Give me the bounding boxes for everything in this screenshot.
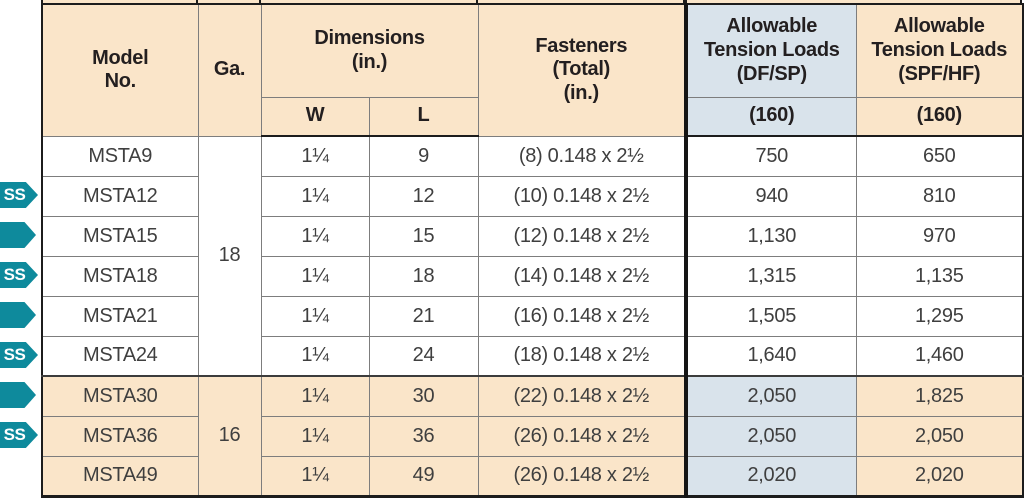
model-cell: MSTA15	[41, 215, 199, 257]
spf-load-cell: 1,135	[855, 255, 1024, 297]
w-cell: 1¼	[260, 215, 370, 257]
w-cell: 1¼	[260, 455, 370, 497]
divider	[259, 0, 261, 4]
table-row: MSTA21 1¼ 21 (16) 0.148 x 2½ 1,505 1,295	[41, 295, 1024, 337]
fasteners-cell: (8) 0.148 x 2½	[477, 135, 687, 177]
header-spf-160: (160)	[855, 96, 1024, 137]
divider	[41, 0, 43, 4]
ss-badge: SS	[0, 420, 41, 450]
fasteners-cell: (26) 0.148 x 2½	[477, 415, 687, 457]
ss-badge: SS	[0, 340, 41, 370]
fasteners-cell: (26) 0.148 x 2½	[477, 455, 687, 497]
l-cell: 49	[368, 455, 479, 497]
model-cell: MSTA24	[41, 335, 199, 377]
l-cell: 12	[368, 175, 479, 217]
table-row: MSTA18 1¼ 18 (14) 0.148 x 2½ 1,315 1,135	[41, 255, 1024, 297]
header-w: W	[260, 96, 370, 137]
l-cell: 24	[368, 335, 479, 377]
l-cell: 36	[368, 415, 479, 457]
ss-badge-label: SS	[0, 422, 38, 448]
w-cell: 1¼	[260, 415, 370, 457]
header-load-df: Allowable Tension Loads (DF/SP)	[684, 3, 857, 98]
w-cell: 1¼	[260, 335, 370, 377]
spf-load-cell: 650	[855, 135, 1024, 177]
w-cell: 1¼	[260, 255, 370, 297]
header-dimensions: Dimensions (in.)	[260, 3, 479, 98]
arrow-badge	[0, 382, 36, 408]
header-fasteners: Fasteners (Total) (in.)	[477, 3, 687, 137]
header-l: L	[368, 96, 479, 137]
spf-load-cell: 1,460	[855, 335, 1024, 377]
w-cell: 1¼	[260, 175, 370, 217]
df-load-cell: 940	[684, 175, 857, 217]
table-row: MSTA15 1¼ 15 (12) 0.148 x 2½ 1,130 970	[41, 215, 1024, 257]
header-df-160: (160)	[684, 96, 857, 137]
model-cell: MSTA30	[41, 375, 199, 417]
w-cell: 1¼	[260, 375, 370, 417]
model-cell: MSTA21	[41, 295, 199, 337]
model-cell: MSTA36	[41, 415, 199, 457]
model-cell: MSTA12	[41, 175, 199, 217]
table-row: MSTA30 16 1¼ 30 (22) 0.148 x 2½ 2,050 1,…	[41, 375, 1024, 497]
header-ga: Ga.	[197, 3, 262, 137]
cropped-row-sliver	[41, 0, 1022, 4]
fasteners-cell: (18) 0.148 x 2½	[477, 335, 687, 377]
arrow-badge	[0, 222, 36, 248]
df-load-cell: 1,130	[684, 215, 857, 257]
ss-badge-label: SS	[0, 182, 38, 208]
divider	[196, 0, 198, 4]
ss-badge-label: SS	[0, 342, 38, 368]
spf-load-cell: 2,050	[855, 415, 1024, 457]
model-cell: MSTA9	[41, 135, 199, 177]
header-model: Model No.	[41, 3, 199, 137]
l-cell: 30	[368, 375, 479, 417]
l-cell: 15	[368, 215, 479, 257]
header-row-sub: W L (160) (160)	[42, 96, 1024, 137]
df-load-cell: 2,050	[684, 375, 857, 417]
spf-load-cell: 1,825	[855, 375, 1024, 417]
ss-badge-label: SS	[0, 262, 38, 288]
fasteners-cell: (12) 0.148 x 2½	[477, 215, 687, 257]
df-load-cell: 1,640	[684, 335, 857, 377]
df-load-cell: 2,050	[684, 415, 857, 457]
w-cell: 1¼	[260, 135, 370, 177]
fasteners-cell: (16) 0.148 x 2½	[477, 295, 687, 337]
spf-load-cell: 1,295	[855, 295, 1024, 337]
table-row: MSTA12 1¼ 12 (10) 0.148 x 2½ 940 810	[41, 175, 1024, 217]
spf-load-cell: 2,020	[855, 455, 1024, 497]
df-load-cell: 750	[684, 135, 857, 177]
l-cell: 21	[368, 295, 479, 337]
arrow-badge	[0, 302, 36, 328]
divider	[476, 0, 478, 4]
model-cell: MSTA49	[41, 455, 199, 497]
header-load-spf: Allowable Tension Loads (SPF/HF)	[855, 3, 1024, 98]
msta-load-table: Model No. Ga. Dimensions (in.) Fasteners…	[41, 3, 1024, 498]
spf-load-cell: 810	[855, 175, 1024, 217]
fasteners-cell: (22) 0.148 x 2½	[477, 375, 687, 417]
w-cell: 1¼	[260, 295, 370, 337]
model-cell: MSTA18	[41, 255, 199, 297]
divider-thick	[683, 0, 687, 4]
table-row: MSTA9 18 1¼ 9 (8) 0.148 x 2½ 750 650	[41, 135, 1024, 377]
header-row-main: Model No. Ga. Dimensions (in.) Fasteners…	[41, 3, 1024, 137]
divider	[1020, 0, 1022, 4]
ga-cell: 16	[197, 375, 262, 497]
df-load-cell: 1,505	[684, 295, 857, 337]
table-row: MSTA36 1¼ 36 (26) 0.148 x 2½ 2,050 2,050	[41, 415, 1024, 457]
l-cell: 9	[368, 135, 479, 177]
df-load-cell: 2,020	[684, 455, 857, 497]
ga-cell: 18	[197, 135, 262, 377]
fasteners-cell: (14) 0.148 x 2½	[477, 255, 687, 297]
table-row: MSTA24 1¼ 24 (18) 0.148 x 2½ 1,640 1,460	[41, 335, 1024, 377]
fasteners-cell: (10) 0.148 x 2½	[477, 175, 687, 217]
ss-badge: SS	[0, 260, 41, 290]
ss-badge: SS	[0, 180, 41, 210]
table-row: MSTA49 1¼ 49 (26) 0.148 x 2½ 2,020 2,020	[41, 455, 1024, 497]
spf-load-cell: 970	[855, 215, 1024, 257]
df-load-cell: 1,315	[684, 255, 857, 297]
l-cell: 18	[368, 255, 479, 297]
